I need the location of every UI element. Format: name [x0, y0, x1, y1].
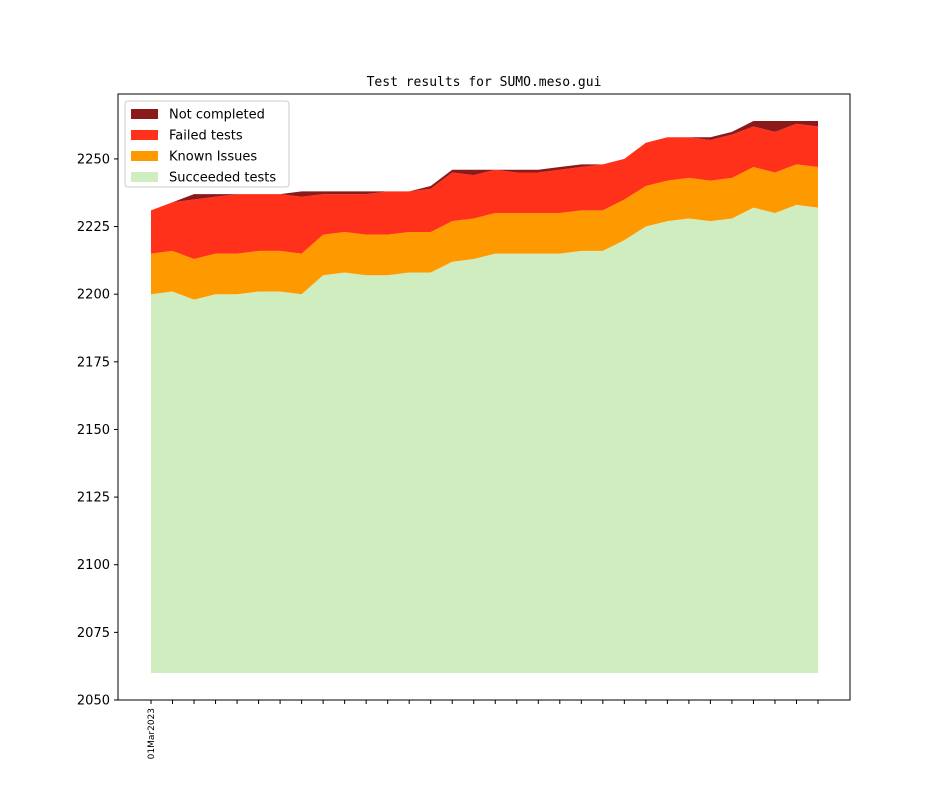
y-tick-label: 2250: [77, 152, 110, 167]
y-tick-label: 2200: [77, 288, 110, 303]
legend-box: [124, 100, 290, 188]
legend-label: Failed tests: [169, 129, 243, 144]
plot-frame: [117, 93, 851, 701]
legend-swatch: [131, 130, 158, 140]
y-tick-label: 2125: [77, 491, 110, 506]
area-known-issues: [151, 164, 818, 300]
legend-label: Succeeded tests: [169, 171, 276, 186]
legend-label: Known Issues: [169, 150, 257, 165]
chart-title: Test results for SUMO.meso.gui: [367, 75, 602, 90]
x-tick-label: 01Mar2023: [147, 708, 157, 759]
area-failed-tests: [151, 123, 818, 260]
plot-areas: [151, 121, 818, 673]
x-axis: 01Mar2023: [147, 700, 819, 759]
y-tick-label: 2150: [77, 423, 110, 438]
y-tick-label: 2175: [77, 355, 110, 370]
legend-swatch: [131, 172, 158, 182]
y-tick-label: 2100: [77, 558, 110, 573]
legend-label: Not completed: [169, 108, 265, 123]
y-tick-label: 2050: [77, 694, 110, 709]
area-succeeded-tests: [151, 204, 818, 673]
legend-swatch: [131, 151, 158, 161]
y-axis: 2050 2075 2100 2125 2150 2175 2200 2225 2250: [77, 152, 118, 709]
y-tick-label: 2225: [77, 220, 110, 235]
y-tick-label: 2075: [77, 626, 110, 641]
legend: Not completed Failed tests Known Issues Suc…: [124, 100, 290, 188]
legend-swatch: [131, 109, 158, 119]
